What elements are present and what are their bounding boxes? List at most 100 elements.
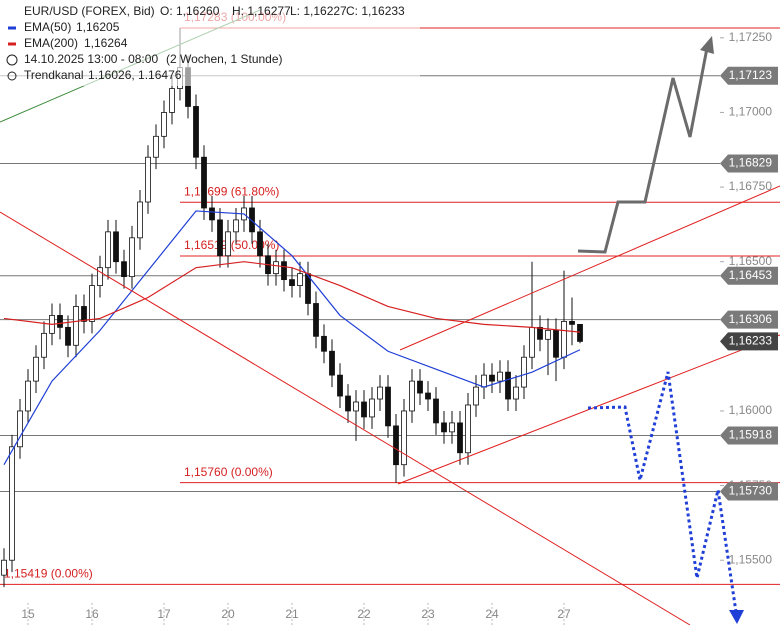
- candle-body: [129, 237, 135, 278]
- bullish-scenario: [577, 47, 709, 254]
- level-box: [720, 154, 778, 173]
- candle-body: [57, 315, 63, 328]
- candle-body: [409, 380, 415, 412]
- candle-body: [457, 422, 463, 454]
- drawings: [0, 9, 780, 625]
- candle-body: [297, 273, 303, 286]
- candle-body: [105, 231, 111, 269]
- header-close: C: 1,16233: [346, 4, 405, 18]
- candle-body: [521, 356, 527, 388]
- header-open: O: 1,16260: [160, 4, 220, 18]
- candle-body: [353, 401, 359, 412]
- candle-body: [401, 410, 407, 466]
- chart-title: EUR/USD (FOREX, Bid): [24, 4, 155, 18]
- levels-layer: 1,17283 (100.00%)1,16699 (61.80%)1,16519…: [0, 10, 780, 585]
- x-tick-label: 27: [557, 607, 571, 621]
- axis-layer: 1,17250 1,17000 1,16750 1,16500 1,16000 1,157…: [21, 30, 778, 625]
- bullish-arrowhead: [700, 36, 714, 54]
- candle-body: [505, 371, 511, 400]
- candle-body: [257, 231, 263, 257]
- period-note: (2 Wochen, 1 Stunde): [166, 52, 283, 66]
- level-label: 1,17123: [729, 68, 773, 82]
- candle-body: [289, 279, 295, 286]
- candle-body: [569, 321, 575, 325]
- candle-body: [233, 219, 239, 233]
- level-label: 1,16829: [729, 156, 773, 170]
- legend-label: EMA(50): [24, 20, 71, 34]
- x-tick-label: 20: [221, 607, 235, 621]
- candle-body: [89, 285, 95, 322]
- fib-label: 1,15760 (0.00%): [184, 465, 273, 479]
- candle-body: [345, 395, 351, 412]
- candle-body: [497, 371, 503, 382]
- candle-body: [161, 112, 167, 137]
- candle-body: [73, 306, 79, 346]
- candle-body: [417, 380, 423, 394]
- y-tick-label: 1,17250: [729, 30, 773, 44]
- legend-value: 1,16205: [76, 20, 120, 34]
- level-box: [720, 266, 778, 285]
- candle-body: [121, 261, 127, 278]
- level-box: [720, 66, 778, 85]
- x-tick-label: 24: [485, 607, 499, 621]
- fib-label: 1,15419 (0.00%): [4, 567, 93, 581]
- candle-body: [281, 261, 287, 281]
- candle-body: [441, 422, 447, 433]
- candle-body: [81, 306, 87, 322]
- candle-body: [449, 422, 455, 433]
- candle-body: [361, 401, 367, 418]
- candle-body: [425, 392, 431, 400]
- ema-line: [3, 210, 581, 465]
- x-tick-label: 23: [421, 607, 435, 621]
- bearish-scenario: [587, 371, 738, 613]
- level-label: 1,15918: [729, 428, 773, 442]
- marks-layer: [1, 27, 583, 588]
- candle-body: [385, 386, 391, 427]
- candle-body: [97, 267, 103, 286]
- candle-body: [273, 261, 279, 275]
- candle-body: [137, 201, 143, 239]
- candle-body: [113, 231, 119, 263]
- candle-body: [329, 350, 335, 376]
- candle-body: [577, 323, 583, 342]
- candle-body: [209, 207, 215, 221]
- candle-body: [473, 386, 479, 406]
- candle-body: [313, 303, 319, 337]
- candle-body: [321, 335, 327, 352]
- candle-body: [41, 332, 47, 358]
- channel-upper: [399, 185, 780, 351]
- candle-body: [9, 446, 15, 561]
- x-tick-label: 22: [357, 607, 371, 621]
- x-tick-label: 15: [21, 607, 35, 621]
- candle-body: [17, 410, 23, 448]
- candle-body: [193, 106, 199, 158]
- candle-body: [153, 135, 159, 158]
- legend-bg: [0, 0, 420, 86]
- candle-body: [393, 425, 399, 466]
- y-tick-label: 1,16000: [729, 403, 773, 417]
- candle-body: [249, 207, 255, 233]
- y-tick-label: 1,17000: [729, 105, 773, 119]
- candle-body: [145, 156, 151, 203]
- legend: EUR/USD (FOREX, Bid) O: 1,16260 H: 1,162…: [0, 0, 420, 86]
- x-tick-label: 21: [285, 607, 299, 621]
- candle-body: [513, 386, 519, 400]
- candle-body: [561, 321, 567, 358]
- level-label: 1,16306: [729, 312, 773, 326]
- ema-line: [3, 261, 581, 333]
- candle-body: [337, 374, 343, 397]
- candle-body: [545, 329, 551, 340]
- level-label: 1,16453: [729, 268, 773, 282]
- candle-body: [465, 404, 471, 454]
- x-tick-label: 17: [157, 607, 171, 621]
- level-box: [720, 310, 778, 329]
- candle-body: [217, 219, 223, 257]
- fib-label: 1,16519 (50.00%): [184, 238, 279, 252]
- level-box: [720, 332, 778, 351]
- candle-body: [529, 326, 535, 358]
- x-tick-label: 16: [85, 607, 99, 621]
- channel-values: 1.16026, 1.16476: [88, 68, 182, 82]
- level-label: 1,16233: [729, 334, 773, 348]
- candle-body: [169, 88, 175, 113]
